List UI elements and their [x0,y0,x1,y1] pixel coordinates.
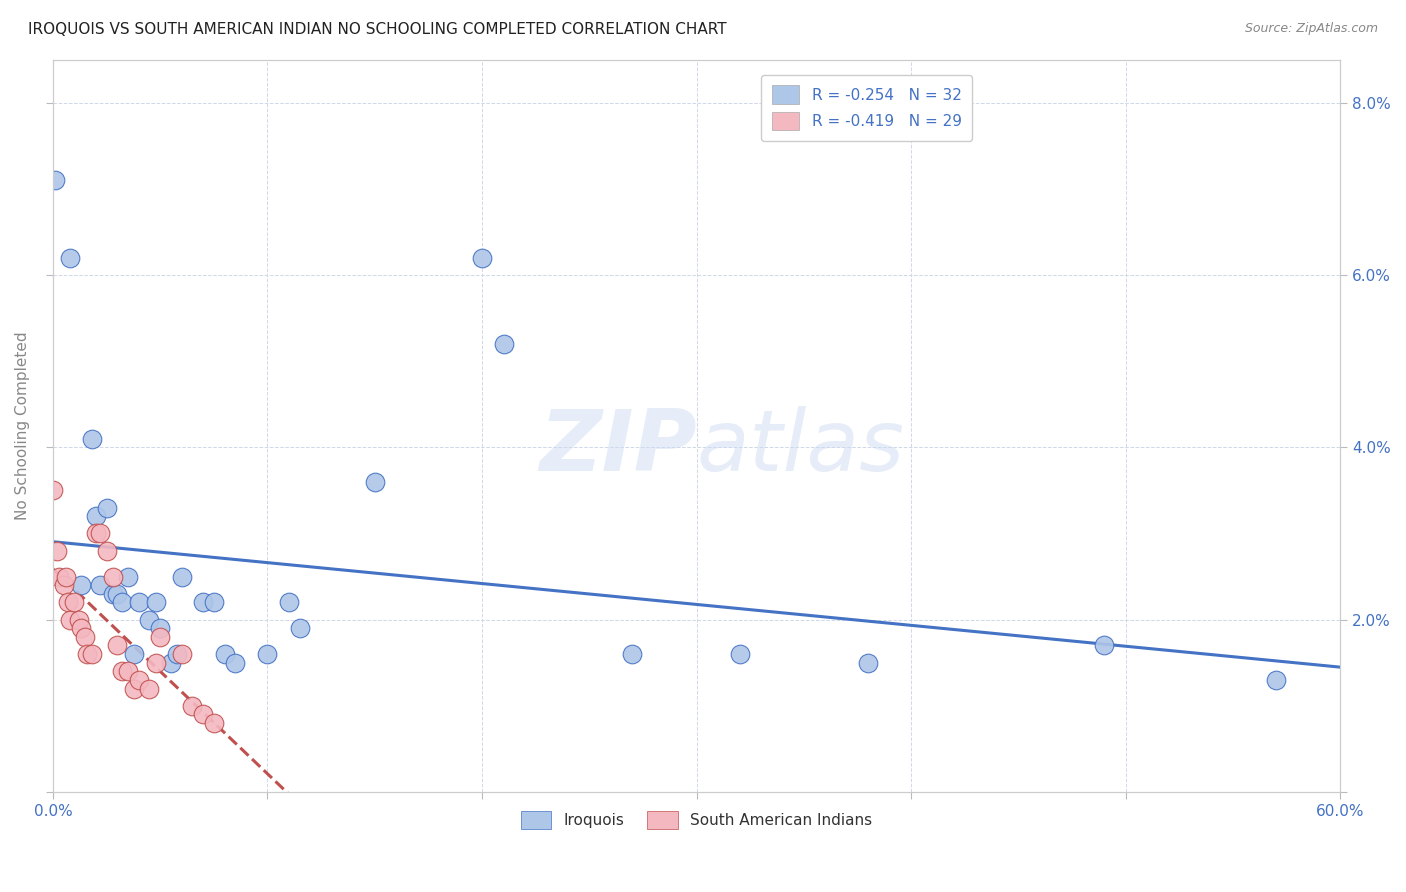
Point [202,595,225,609]
Y-axis label: No Schooling Completed: No Schooling Completed [15,332,30,520]
Point [224,656,246,670]
Point [170,569,193,583]
Point [202,716,225,731]
Text: IROQUOIS VS SOUTH AMERICAN INDIAN NO SCHOOLING COMPLETED CORRELATION CHART: IROQUOIS VS SOUTH AMERICAN INDIAN NO SCH… [28,22,727,37]
Point [89,526,111,541]
Point [858,656,880,670]
Point [46,543,69,558]
Point [76,647,98,661]
Point [69,621,91,635]
Point [124,681,146,696]
Point [75,630,97,644]
Point [288,621,311,635]
Point [67,613,90,627]
Point [52,578,75,592]
Point [59,613,82,627]
Point [110,595,132,609]
Point [48,569,70,583]
Point [728,647,751,661]
Text: Source: ZipAtlas.com: Source: ZipAtlas.com [1244,22,1378,36]
Point [56,595,79,609]
Point [149,630,172,644]
Point [42,483,65,498]
Point [191,595,214,609]
Point [105,587,128,601]
Point [84,509,107,524]
Point [84,526,107,541]
Point [110,665,132,679]
Point [191,707,214,722]
Point [149,621,172,635]
Legend: Iroquois, South American Indians: Iroquois, South American Indians [515,805,879,836]
Point [80,647,103,661]
Point [492,337,515,351]
Text: atlas: atlas [696,406,904,489]
Point [145,656,167,670]
Point [621,647,644,661]
Point [128,673,150,687]
Point [256,647,278,661]
Point [55,569,77,583]
Text: ZIP: ZIP [538,406,696,489]
Point [96,500,118,515]
Point [80,432,103,446]
Point [124,647,146,661]
Point [105,639,128,653]
Point [471,251,494,265]
Point [170,647,193,661]
Point [69,578,91,592]
Point [101,569,124,583]
Point [63,595,86,609]
Point [117,569,139,583]
Point [278,595,301,609]
Point [160,656,183,670]
Point [138,681,160,696]
Point [166,647,188,661]
Point [145,595,167,609]
Point [59,251,82,265]
Point [96,543,118,558]
Point [101,587,124,601]
Point [44,173,66,187]
Point [1265,673,1288,687]
Point [364,475,387,489]
Point [1092,639,1115,653]
Point [89,578,111,592]
Point [181,698,204,713]
Point [138,613,160,627]
Point [128,595,150,609]
Point [214,647,236,661]
Point [117,665,139,679]
